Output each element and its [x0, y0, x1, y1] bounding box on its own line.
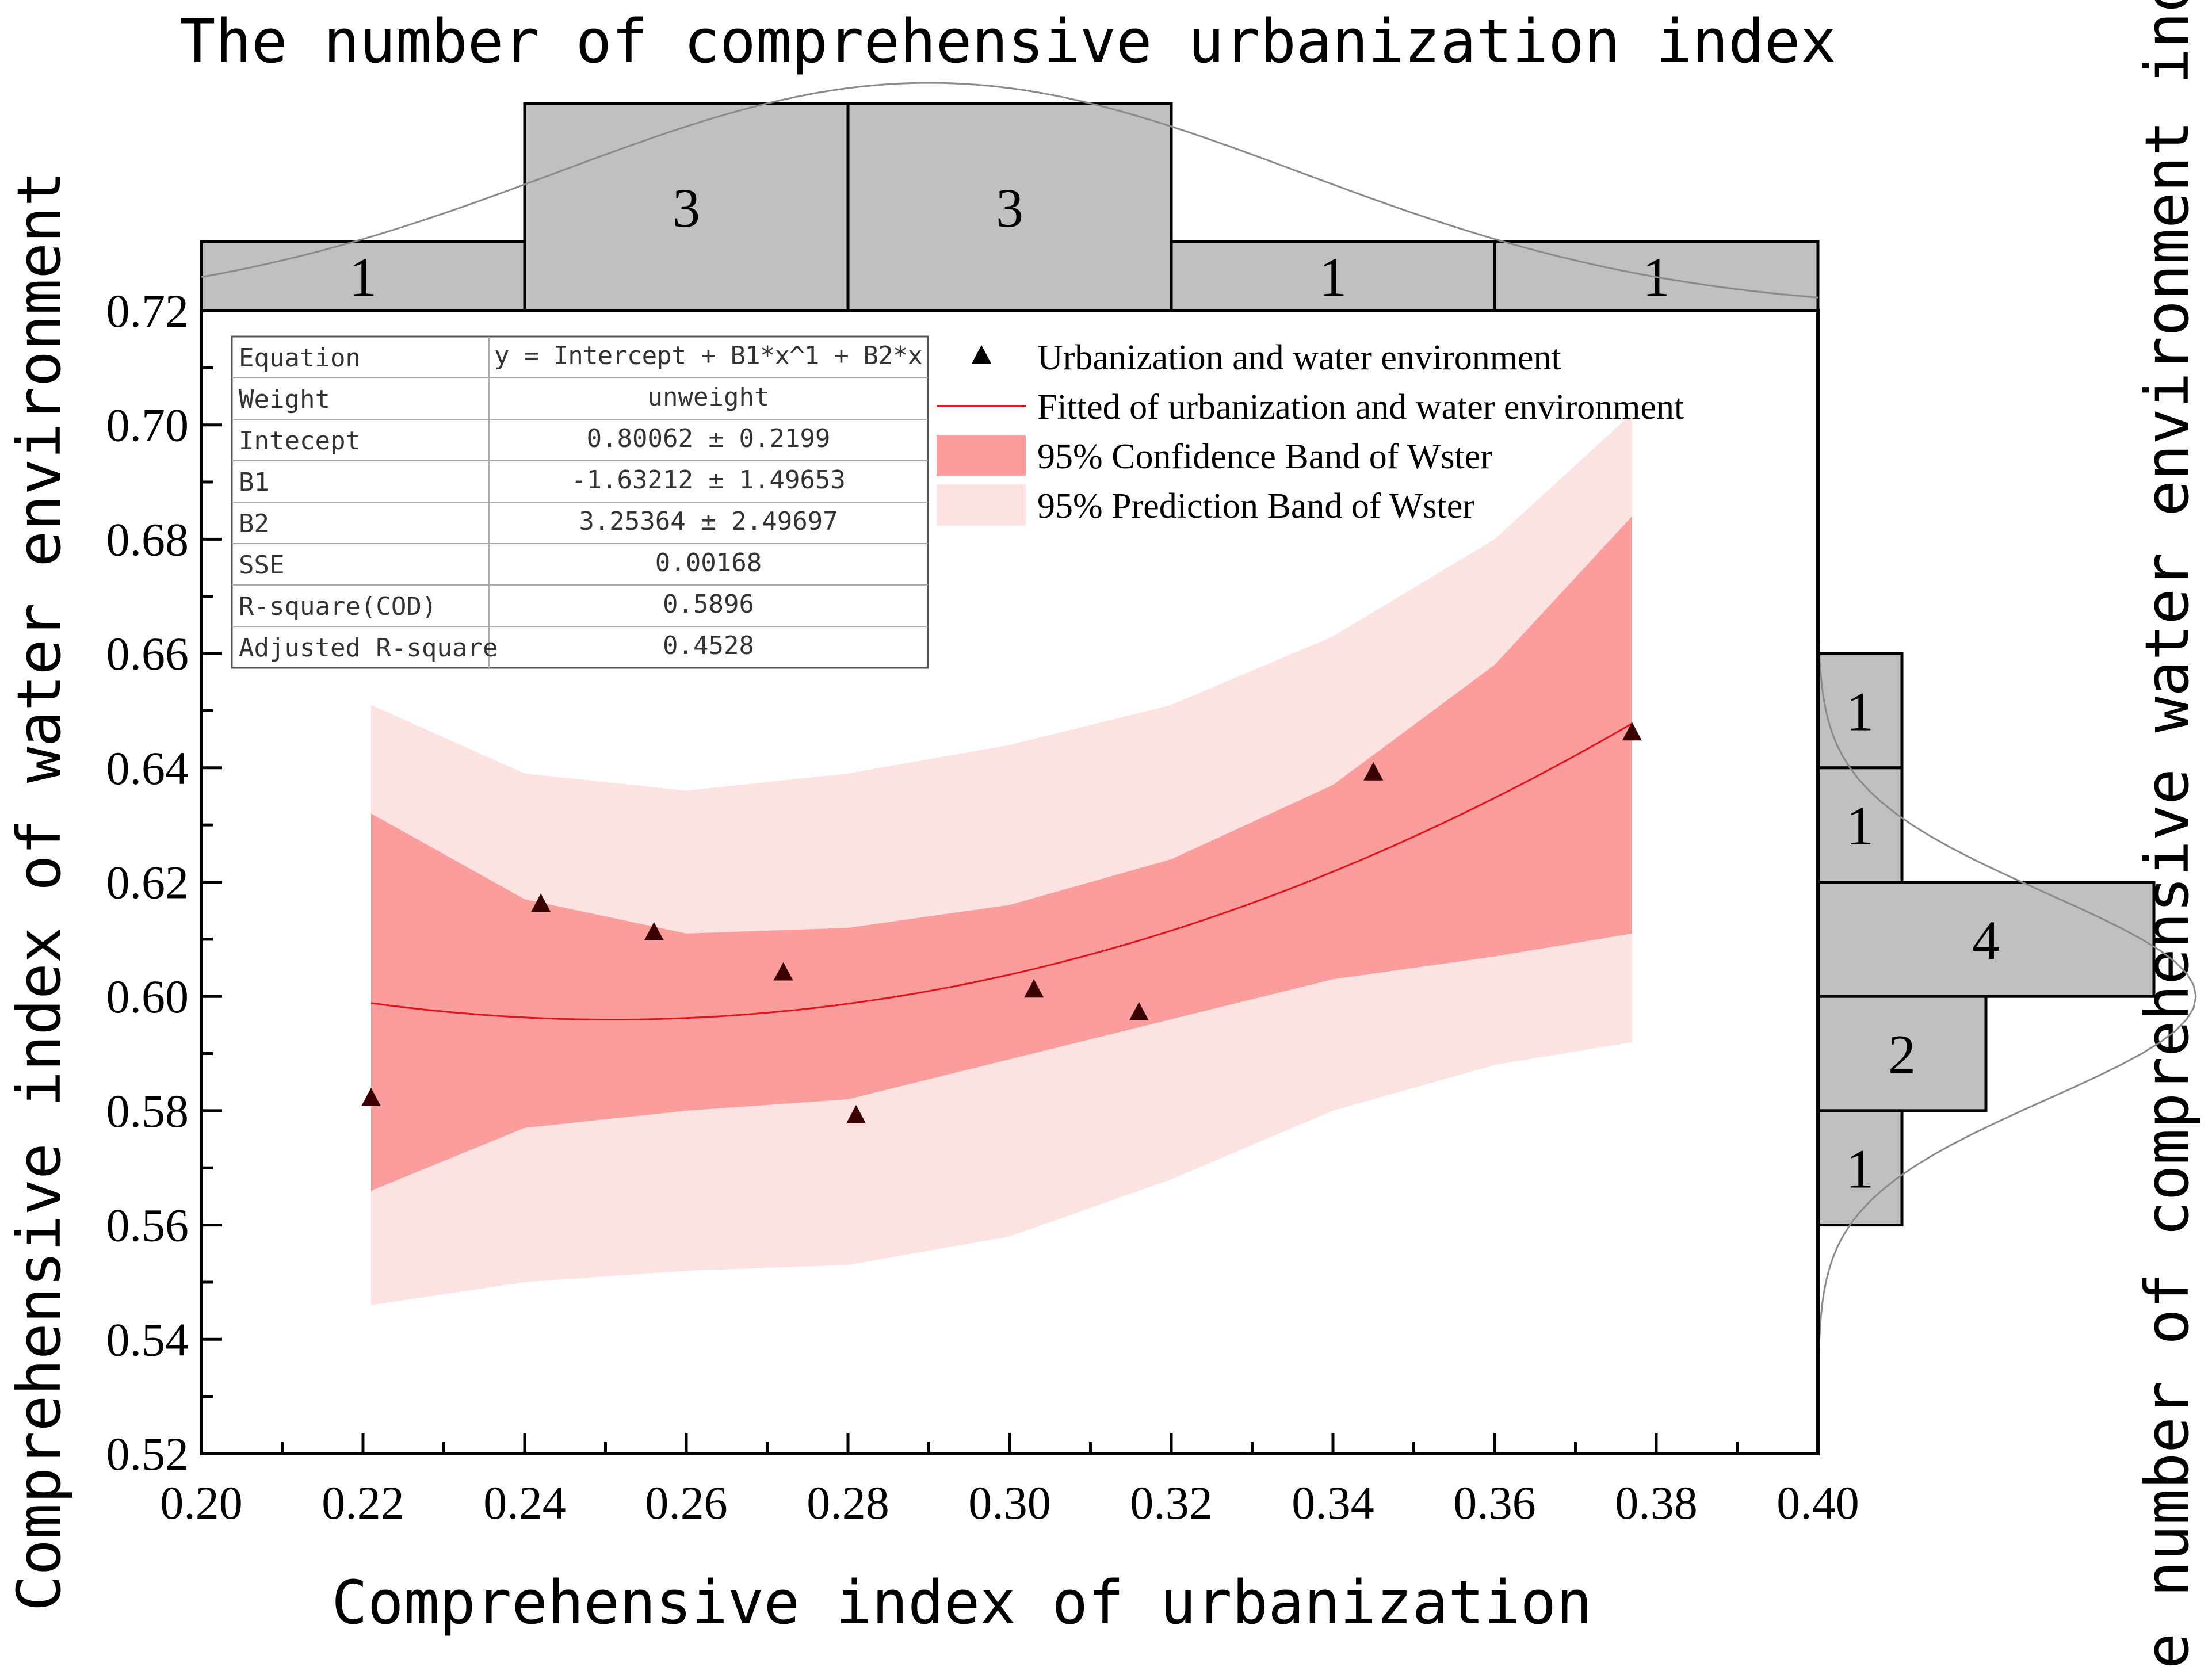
x-tick-label: 0.32	[1130, 1477, 1213, 1529]
legend-prediction-swatch	[937, 484, 1026, 526]
y-tick-label: 0.64	[106, 742, 189, 794]
confidence-band	[371, 516, 1632, 1191]
stats-table-value: 0.80062 ± 0.2199	[587, 424, 831, 453]
y-axis-ticks: 0.52 0.54 0.56 0.58 0.60 0.62 0.64 0.66 0.68 0.70…	[106, 285, 222, 1480]
stats-table-value: 0.5896	[663, 590, 754, 619]
bands-group	[371, 413, 1632, 1305]
top-hist-bar	[846, 102, 1173, 312]
legend-confidence-swatch	[937, 435, 1026, 476]
top-hist-count: 1	[349, 246, 377, 308]
y-tick-label: 0.54	[106, 1313, 189, 1366]
right-hist-count: 1	[1846, 680, 1874, 742]
y-tick-label: 0.70	[106, 399, 189, 452]
data-point	[1129, 1002, 1149, 1021]
legend-marker-swatch	[972, 345, 991, 364]
data-point	[773, 962, 793, 981]
stats-table-value: 3.25364 ± 2.49697	[579, 507, 838, 536]
y-tick-label: 0.62	[106, 857, 189, 909]
stats-table-value: -1.63212 ± 1.49653	[571, 465, 846, 495]
data-point	[1363, 762, 1384, 781]
right-hist-bar	[1816, 995, 1988, 1112]
fit-line	[370, 722, 1633, 1020]
y-tick-label: 0.56	[106, 1199, 189, 1252]
top-hist-count: 1	[1319, 246, 1347, 308]
y-axis-label: Comprehensive index of water environment	[4, 171, 74, 1612]
stats-table-value: 0.00168	[655, 548, 762, 578]
right-hist-bar	[1816, 766, 1904, 884]
stats-table-label: B2	[239, 509, 269, 538]
x-tick-label: 0.20	[160, 1477, 243, 1529]
y-tick-label: 0.68	[106, 513, 189, 565]
data-point	[361, 1088, 381, 1107]
stats-table-label: B1	[239, 468, 269, 497]
top-hist-count: 3	[996, 177, 1023, 239]
stats-table-label: Intecept	[239, 426, 361, 456]
x-tick-label: 0.22	[322, 1477, 404, 1529]
top-hist-count: 3	[673, 177, 700, 239]
legend: Urbanization and water environment Fitted…	[937, 338, 1684, 526]
x-axis-ticks: 0.20 0.22 0.24 0.26 0.28 0.30 0.32 0.34 0.36 0.38…	[160, 1433, 1859, 1529]
top-histogram-title: The number of comprehensive urbanization…	[179, 6, 1836, 77]
data-point	[644, 922, 664, 940]
stats-table-label: Adjusted R-square	[239, 633, 498, 663]
top-hist-curve	[201, 82, 1818, 299]
right-hist-bar	[1816, 881, 2156, 998]
legend-label: 95% Prediction Band of Wster	[1037, 487, 1474, 526]
stats-table-value: y = Intercept + B1*x^1 + B2*x	[494, 341, 923, 370]
y-tick-label: 0.58	[106, 1085, 189, 1137]
data-point	[1622, 722, 1642, 741]
y-tick-label: 0.66	[106, 628, 189, 680]
y-tick-label: 0.72	[106, 285, 189, 337]
stats-table-label: Weight	[239, 385, 330, 414]
stats-table-label: Equation	[239, 343, 361, 373]
legend-label: 95% Confidence Band of Wster	[1037, 437, 1492, 476]
data-points	[361, 722, 1642, 1123]
right-hist-count: 1	[1846, 1138, 1874, 1199]
top-hist-bar	[200, 240, 526, 312]
x-tick-label: 0.26	[645, 1477, 728, 1529]
x-tick-label: 0.24	[483, 1477, 566, 1529]
stats-table-label: SSE	[239, 550, 284, 580]
plot-area: 0.20 0.22 0.24 0.26 0.28 0.30 0.32 0.34 0.36 0.38…	[106, 285, 1859, 1529]
legend-label: Fitted of urbanization and water environ…	[1037, 388, 1684, 427]
top-hist-bar	[523, 102, 850, 312]
x-tick-label: 0.30	[968, 1477, 1051, 1529]
right-histogram-title: The number of comprehensive water enviro…	[2132, 0, 2202, 1667]
x-tick-label: 0.38	[1615, 1477, 1698, 1529]
stats-table-value: unweight	[648, 383, 770, 412]
data-point	[1024, 979, 1044, 998]
regression-stats-table: Equation y = Intercept + B1*x^1 + B2*x Wei…	[231, 335, 929, 669]
right-hist-count: 4	[1972, 909, 2000, 971]
legend-label: Urbanization and water environment	[1037, 338, 1561, 377]
x-axis-label: Comprehensive index of urbanization	[331, 1567, 1592, 1638]
y-tick-label: 0.52	[106, 1428, 189, 1480]
y-tick-label: 0.60	[106, 970, 189, 1023]
stats-table-value: 0.4528	[663, 631, 754, 660]
x-tick-label: 0.34	[1292, 1477, 1374, 1529]
x-tick-label: 0.36	[1453, 1477, 1536, 1529]
top-histogram: 13 31 1	[200, 82, 1820, 312]
stats-table-label: R-square(COD)	[239, 592, 437, 621]
data-point	[531, 893, 551, 912]
x-tick-label: 0.40	[1777, 1477, 1859, 1529]
right-hist-count: 2	[1888, 1024, 1916, 1085]
right-hist-count: 1	[1846, 795, 1874, 857]
data-point	[846, 1104, 866, 1123]
x-tick-label: 0.28	[807, 1477, 889, 1529]
